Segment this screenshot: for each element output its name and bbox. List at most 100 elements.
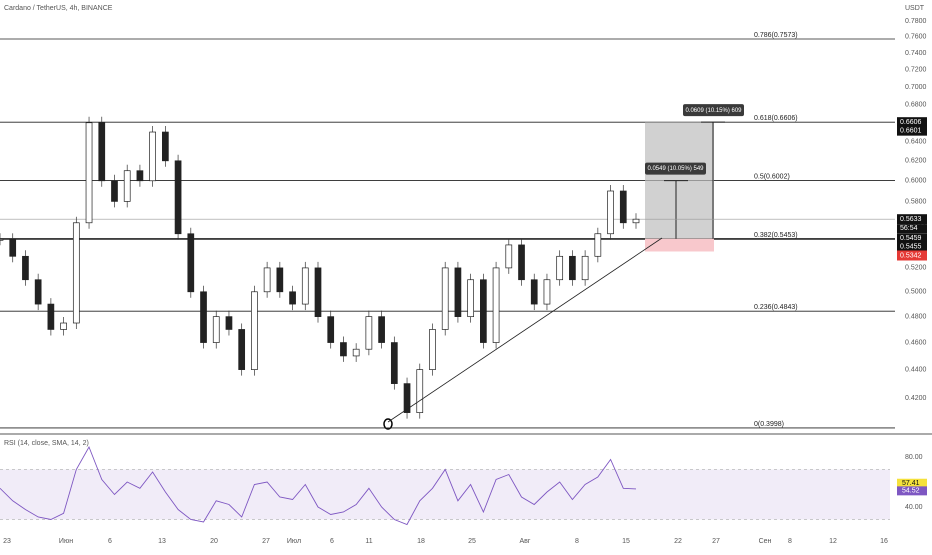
- price-tick-label: 0.6000: [905, 178, 927, 185]
- time-label: 16: [880, 538, 888, 545]
- time-label: 27: [262, 538, 270, 545]
- price-label-box: [897, 117, 927, 128]
- candle: [136, 170, 144, 182]
- candle: [429, 329, 436, 370]
- time-label: 13: [158, 538, 166, 545]
- fib-label: 0.236(0.4843): [754, 304, 798, 311]
- candle: [72, 222, 80, 324]
- candle: [441, 267, 449, 330]
- time-label: 6: [330, 538, 334, 545]
- candle: [530, 279, 538, 305]
- price-tick-label: 0.7000: [905, 84, 927, 91]
- time-label: Сен: [759, 538, 772, 545]
- candle: [556, 255, 564, 281]
- price-tick-label: 0.6400: [905, 138, 927, 145]
- rsi-tick-label: 40.00: [905, 504, 923, 511]
- candle: [162, 131, 169, 162]
- candle: [123, 170, 131, 202]
- candle: [505, 244, 513, 269]
- time-label: 27: [712, 538, 720, 545]
- price-label-box: [897, 233, 927, 244]
- time-label: 25: [468, 538, 476, 545]
- time-label: 11: [365, 538, 372, 545]
- candle: [98, 122, 106, 182]
- measure-box: [683, 104, 744, 117]
- candle: [0, 238, 4, 241]
- price-tick-label: 0.5200: [905, 265, 927, 272]
- price-tick-label: 0.4400: [905, 366, 927, 373]
- candle: [594, 233, 602, 257]
- candle: [569, 255, 576, 281]
- rsi-tick-label: 80.00: [905, 454, 923, 461]
- candle: [174, 160, 182, 235]
- rsi-label-box: [897, 486, 927, 496]
- candle: [34, 279, 42, 305]
- candle: [47, 303, 55, 330]
- candle: [111, 180, 118, 202]
- candle: [289, 291, 296, 305]
- candle: [263, 267, 271, 293]
- candle: [251, 291, 258, 370]
- price-label-box: [897, 241, 927, 252]
- currency: USDT: [905, 5, 925, 12]
- candle: [340, 342, 347, 357]
- time-label: 18: [417, 538, 425, 545]
- fib-label: 0.382(0.5453): [754, 232, 798, 239]
- candle: [60, 322, 67, 330]
- candle: [390, 342, 398, 384]
- candle: [403, 383, 411, 413]
- candle: [238, 329, 246, 370]
- trendline: [387, 237, 663, 423]
- time-label: 8: [575, 538, 579, 545]
- candle: [352, 348, 360, 357]
- measure-label: 0.0549 (10.05%) 549: [647, 166, 704, 172]
- price-tick-label: 0.6200: [905, 158, 927, 165]
- time-label: 23: [3, 538, 11, 545]
- rsi-label-box: [897, 478, 927, 488]
- price-label: 0.5633: [900, 216, 922, 223]
- time-label: 6: [108, 538, 112, 545]
- measure-label: 0.0609 (10.15%) 609: [685, 108, 742, 114]
- time-label: 12: [829, 538, 837, 545]
- rsi-label: 57.41: [902, 480, 920, 487]
- marker: [383, 418, 393, 430]
- candle: [454, 267, 462, 317]
- countdown: 56:54: [900, 225, 918, 232]
- candle: [327, 316, 335, 343]
- stop-zone: [645, 238, 714, 252]
- measure-box: [645, 162, 706, 175]
- candle: [416, 369, 424, 413]
- price-label: 0.5455: [900, 244, 922, 251]
- price-label: 0.6601: [900, 127, 922, 134]
- price-tick-label: 0.7200: [905, 67, 927, 74]
- time-label: 20: [210, 538, 218, 545]
- price-tick-label: 0.4600: [905, 339, 927, 346]
- symbol: Cardano / TetherUS, 4h, BINANCE: [4, 5, 113, 12]
- candle: [480, 279, 487, 343]
- candle: [518, 244, 525, 281]
- price-tick-label: 0.7400: [905, 50, 927, 57]
- price-tick-label: 0.5000: [905, 289, 927, 296]
- candle: [187, 233, 195, 293]
- price-label-box: [897, 125, 927, 136]
- time-label: 22: [674, 538, 682, 545]
- price-tick-label: 0.5800: [905, 198, 927, 205]
- rsi-label: 54.52: [902, 488, 920, 495]
- candle: [314, 267, 322, 317]
- time-label: Июн: [59, 538, 73, 545]
- candle: [543, 279, 551, 305]
- price-tick-label: 0.7600: [905, 34, 927, 41]
- price-tick-label: 0.4800: [905, 313, 927, 320]
- fib-label: 0.786(0.7573): [754, 32, 798, 39]
- candle: [492, 267, 500, 343]
- price-label: 0.5342: [900, 252, 922, 259]
- time-label: Авг: [520, 538, 531, 545]
- time-label: 15: [622, 538, 630, 545]
- candle: [276, 267, 284, 293]
- candle: [365, 316, 373, 350]
- time-label: 8: [788, 538, 792, 545]
- price-label-box: [897, 214, 927, 225]
- countdown-box: [897, 224, 927, 234]
- time-label: Июл: [287, 538, 301, 545]
